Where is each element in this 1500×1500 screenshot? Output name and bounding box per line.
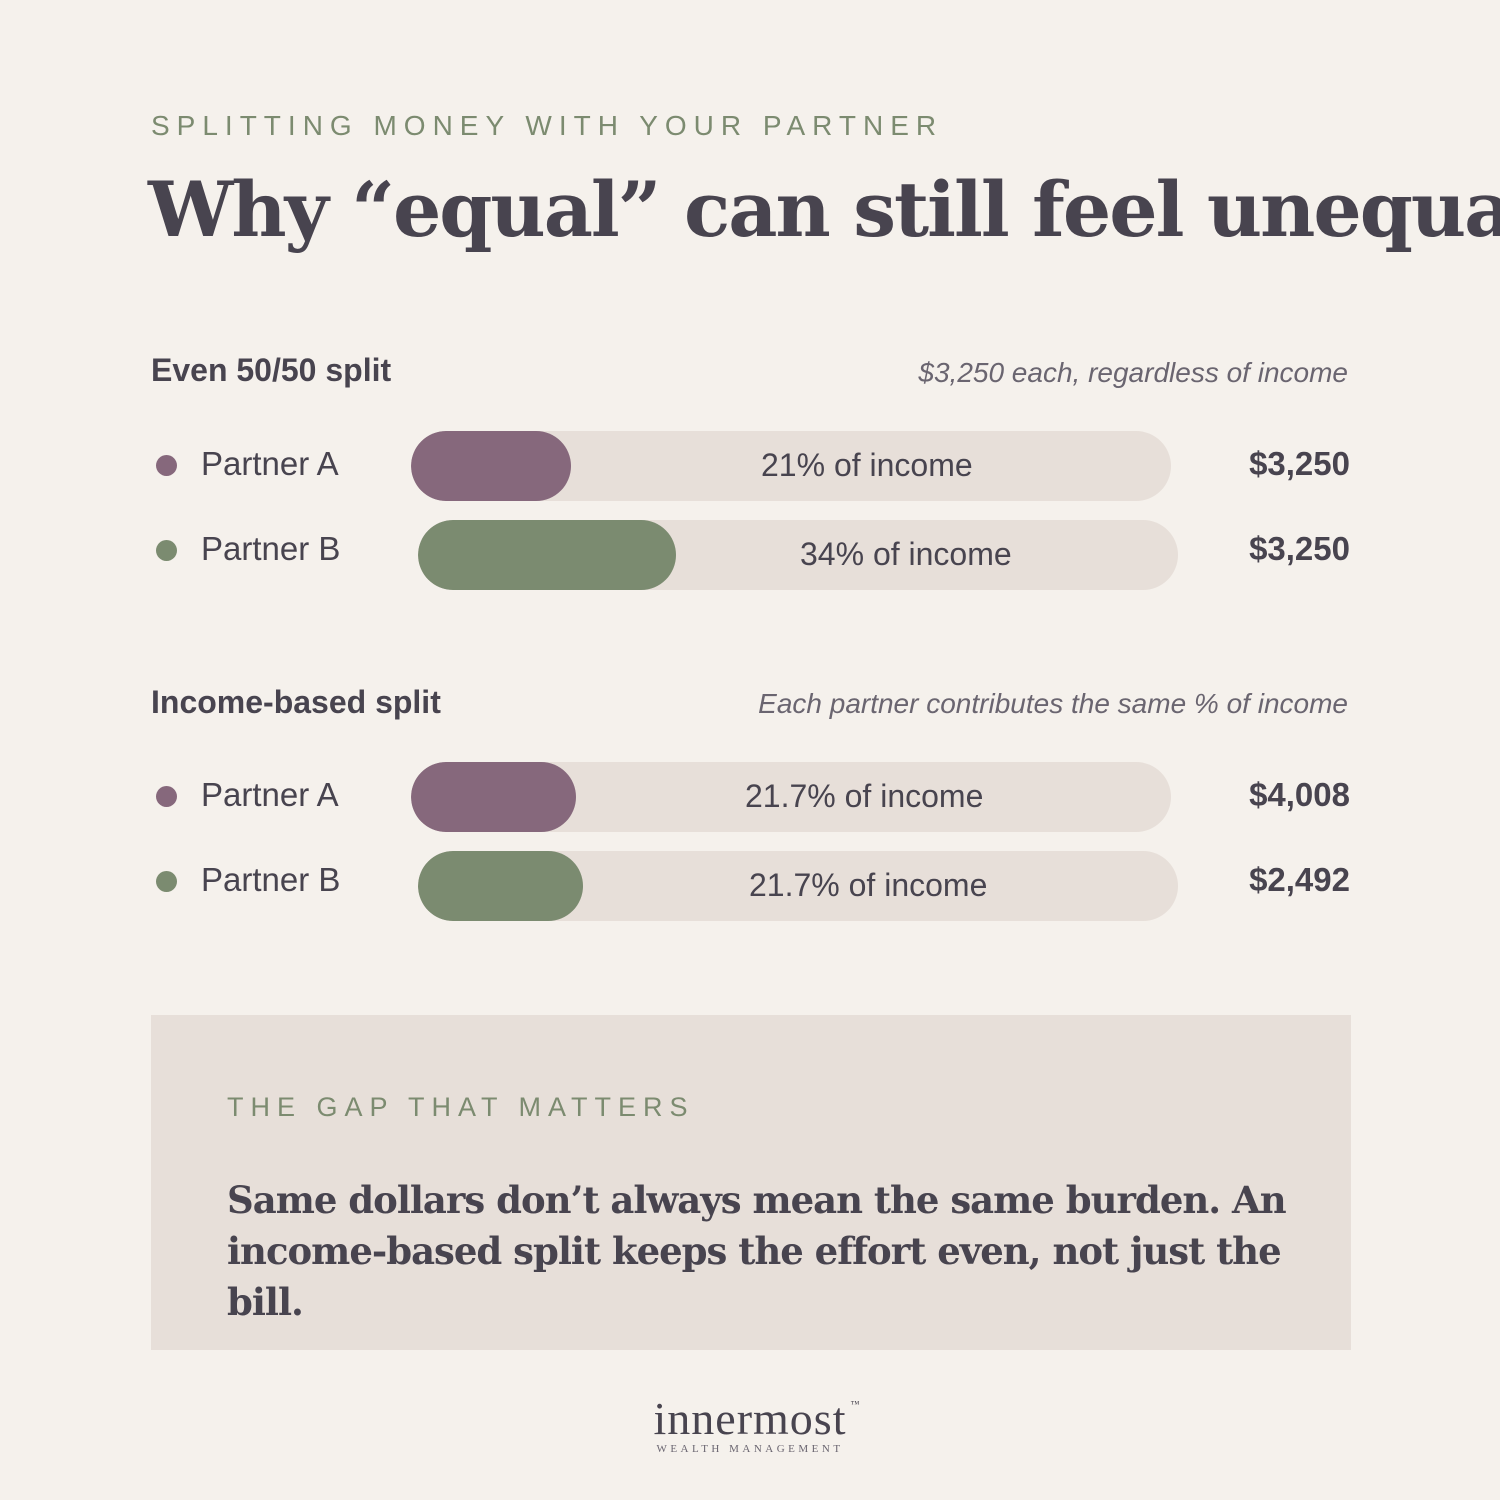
- partner-label: Partner A: [201, 776, 339, 813]
- logo-name: innermost: [653, 1393, 847, 1444]
- bar-row: Partner A 21% of income $3,250: [0, 431, 1500, 501]
- bar-share-label: 21% of income: [761, 447, 973, 483]
- bar-share-label: 21.7% of income: [745, 778, 984, 814]
- partner-b-dot: [156, 540, 177, 561]
- partner-a-dot: [156, 455, 177, 476]
- partner-label: Partner B: [201, 530, 341, 567]
- section-note-income-split: Each partner contributes the same % of i…: [758, 688, 1348, 719]
- amount-value: $4,008: [1249, 776, 1350, 813]
- bar-row: Partner B 21.7% of income $2,492: [0, 851, 1500, 921]
- page-title: Why “equal” can still feel unequal: [148, 165, 1500, 254]
- partner-a-dot: [156, 786, 177, 807]
- section-title-even-split: Even 50/50 split: [151, 352, 392, 388]
- bar-fill-partner-b: [418, 520, 676, 590]
- bar-track: 21% of income: [411, 431, 1171, 501]
- callout-body: Same dollars don’t always mean the same …: [227, 1178, 1287, 1324]
- amount-value: $3,250: [1249, 530, 1350, 567]
- bar-fill-partner-a: [411, 762, 576, 832]
- bar-row: Partner B 34% of income $3,250: [0, 520, 1500, 590]
- bar-track: 34% of income: [418, 520, 1178, 590]
- bar-share-label: 21.7% of income: [749, 867, 988, 903]
- partner-label: Partner B: [201, 861, 341, 898]
- logo-trademark: ™: [850, 1399, 861, 1409]
- section-title-income-split: Income-based split: [151, 684, 441, 720]
- bar-fill-partner-b: [418, 851, 583, 921]
- amount-value: $2,492: [1249, 861, 1350, 898]
- bar-track: 21.7% of income: [418, 851, 1178, 921]
- logo-tagline: WEALTH MANAGEMENT: [656, 1443, 844, 1455]
- partner-b-dot: [156, 871, 177, 892]
- partner-label: Partner A: [201, 445, 339, 482]
- section-note-even-split: $3,250 each, regardless of income: [918, 357, 1348, 388]
- callout-box: THE GAP THAT MATTERS Same dollars don’t …: [151, 1015, 1351, 1350]
- bar-track: 21.7% of income: [411, 762, 1171, 832]
- bar-fill-partner-a: [411, 431, 571, 501]
- amount-value: $3,250: [1249, 445, 1350, 482]
- bar-row: Partner A 21.7% of income $4,008: [0, 762, 1500, 832]
- brand-logo: innermost ™ WEALTH MANAGEMENT: [0, 1392, 1500, 1455]
- logo-wordmark: innermost ™: [653, 1393, 860, 1444]
- callout-eyebrow: THE GAP THAT MATTERS: [227, 1092, 695, 1122]
- eyebrow-label: SPLITTING MONEY WITH YOUR PARTNER: [151, 110, 944, 141]
- bar-share-label: 34% of income: [800, 536, 1012, 572]
